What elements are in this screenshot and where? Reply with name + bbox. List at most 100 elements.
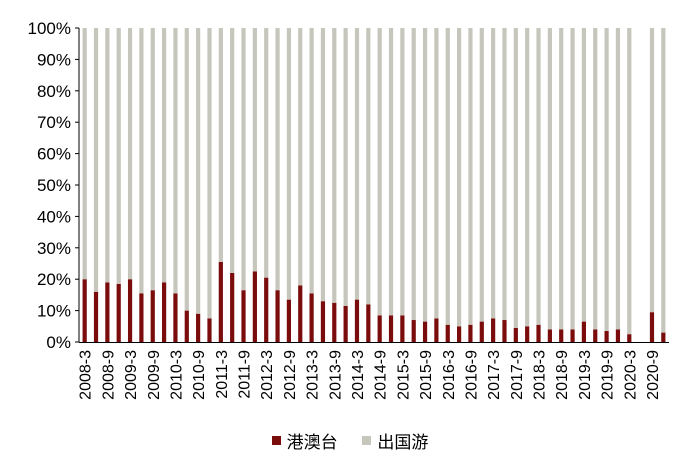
bar-outbound — [593, 28, 598, 330]
bar-hk-macao-taiwan — [422, 321, 428, 342]
bar-outbound — [491, 28, 496, 319]
bar-outbound — [241, 28, 246, 291]
bar-hk-macao-taiwan — [388, 315, 394, 342]
bar-hk-macao-taiwan — [309, 293, 314, 342]
bar-hk-macao-taiwan — [434, 318, 439, 342]
x-tick-label: 2011-3 — [214, 350, 231, 399]
x-tick-label: 2012-3 — [259, 350, 276, 400]
bar-outbound — [525, 28, 530, 327]
bar-outbound — [93, 28, 99, 292]
bar-outbound — [139, 28, 144, 294]
y-tick-label: 40% — [37, 207, 71, 226]
bar-hk-macao-taiwan — [502, 320, 507, 342]
bar-outbound — [649, 28, 655, 313]
x-tick-label: 2019-9 — [600, 350, 617, 400]
x-tick-label: 2016-9 — [463, 350, 480, 400]
bar-hk-macao-taiwan — [320, 301, 326, 342]
bar-hk-macao-taiwan — [150, 290, 155, 342]
y-axis-tick-labels: 0% 10% 20% 30% 40% 50% 60% 70% 80% 90% 100% — [28, 19, 71, 352]
x-axis-tick-labels: 2008-3 2008-9 2009-3 2009-9 2010-3 2010-9 2011… — [78, 350, 662, 400]
x-tick-label: 2019-3 — [577, 350, 594, 400]
bar-outbound — [127, 28, 133, 280]
bar-hk-macao-taiwan — [264, 277, 269, 342]
bar-hk-macao-taiwan — [627, 334, 632, 342]
bar-hk-macao-taiwan — [275, 290, 280, 342]
x-tick-label: 2015-9 — [418, 350, 435, 400]
bar-outbound — [604, 28, 609, 332]
bar-hk-macao-taiwan — [536, 324, 541, 342]
bar-outbound — [207, 28, 212, 319]
bar-outbound — [570, 28, 575, 330]
legend-label-outbound: 出国游 — [377, 433, 429, 452]
bar-outbound — [400, 28, 405, 316]
bar-hk-macao-taiwan — [411, 320, 416, 342]
bar-outbound — [196, 28, 201, 314]
bar-outbound — [661, 28, 666, 333]
y-tick-label: 0% — [46, 333, 71, 352]
bar-hk-macao-taiwan — [468, 324, 473, 342]
bar-hk-macao-taiwan — [445, 324, 450, 342]
bar-hk-macao-taiwan — [661, 332, 666, 342]
bar-outbound — [627, 28, 632, 335]
bar-outbound — [320, 28, 326, 302]
y-tick-label: 90% — [37, 50, 71, 69]
bar-hk-macao-taiwan — [252, 271, 257, 342]
bar-hk-macao-taiwan — [593, 329, 598, 342]
bar-hk-macao-taiwan — [559, 329, 564, 342]
bar-outbound — [150, 28, 155, 291]
x-tick-label: 2012-9 — [282, 350, 299, 400]
bar-outbound — [536, 28, 541, 325]
bar-outbound — [286, 28, 291, 300]
bar-hk-macao-taiwan — [139, 293, 144, 342]
y-tick-label: 20% — [37, 270, 71, 289]
bar-hk-macao-taiwan — [604, 331, 609, 342]
y-tick-label: 60% — [37, 145, 71, 164]
bar-outbound — [547, 28, 552, 330]
x-tick-label: 2020-9 — [645, 350, 662, 400]
x-tick-label: 2010-3 — [168, 350, 185, 400]
bar-hk-macao-taiwan — [298, 285, 303, 342]
bar-hk-macao-taiwan — [513, 327, 518, 342]
bar-hk-macao-taiwan — [116, 283, 121, 342]
bar-hk-macao-taiwan — [547, 329, 552, 342]
bar-outbound — [218, 28, 223, 262]
bar-hk-macao-taiwan — [479, 321, 484, 342]
bar-hk-macao-taiwan — [615, 329, 621, 342]
x-tick-label: 2008-3 — [78, 350, 95, 400]
bar-outbound — [105, 28, 110, 283]
y-tick-label: 70% — [37, 113, 71, 132]
bar-hk-macao-taiwan — [377, 315, 382, 342]
bar-hk-macao-taiwan — [286, 299, 291, 342]
bar-hk-macao-taiwan — [82, 279, 87, 342]
bar-hk-macao-taiwan — [649, 312, 655, 342]
x-tick-label: 2009-3 — [123, 350, 140, 400]
x-tick-label: 2018-9 — [554, 350, 571, 400]
bar-outbound — [502, 28, 507, 321]
x-tick-label: 2010-9 — [191, 350, 208, 400]
bar-hk-macao-taiwan — [525, 326, 530, 342]
bar-hk-macao-taiwan — [184, 310, 189, 342]
x-tick-label: 2009-9 — [146, 350, 163, 400]
x-tick-label: 2013-9 — [327, 350, 344, 400]
bar-hk-macao-taiwan — [241, 290, 246, 342]
bar-outbound — [298, 28, 303, 286]
bar-outbound — [468, 28, 473, 325]
bar-hk-macao-taiwan — [457, 326, 462, 342]
bar-outbound — [354, 28, 360, 300]
x-tick-label: 2014-9 — [373, 350, 390, 400]
bar-outbound — [615, 28, 621, 330]
legend-swatch-hk-macao-taiwan — [271, 436, 281, 445]
bar-hk-macao-taiwan — [354, 299, 360, 342]
bar-hk-macao-taiwan — [570, 329, 575, 342]
bar-outbound — [82, 28, 87, 280]
bar-hk-macao-taiwan — [218, 261, 223, 342]
x-tick-label: 2011-9 — [237, 350, 254, 399]
y-tick-label: 30% — [37, 239, 71, 258]
x-tick-label: 2020-3 — [622, 350, 639, 400]
bar-outbound — [184, 28, 189, 311]
bar-hk-macao-taiwan — [581, 321, 586, 342]
bar-outbound — [162, 28, 167, 283]
bar-outbound — [377, 28, 382, 316]
bar-outbound — [366, 28, 371, 305]
